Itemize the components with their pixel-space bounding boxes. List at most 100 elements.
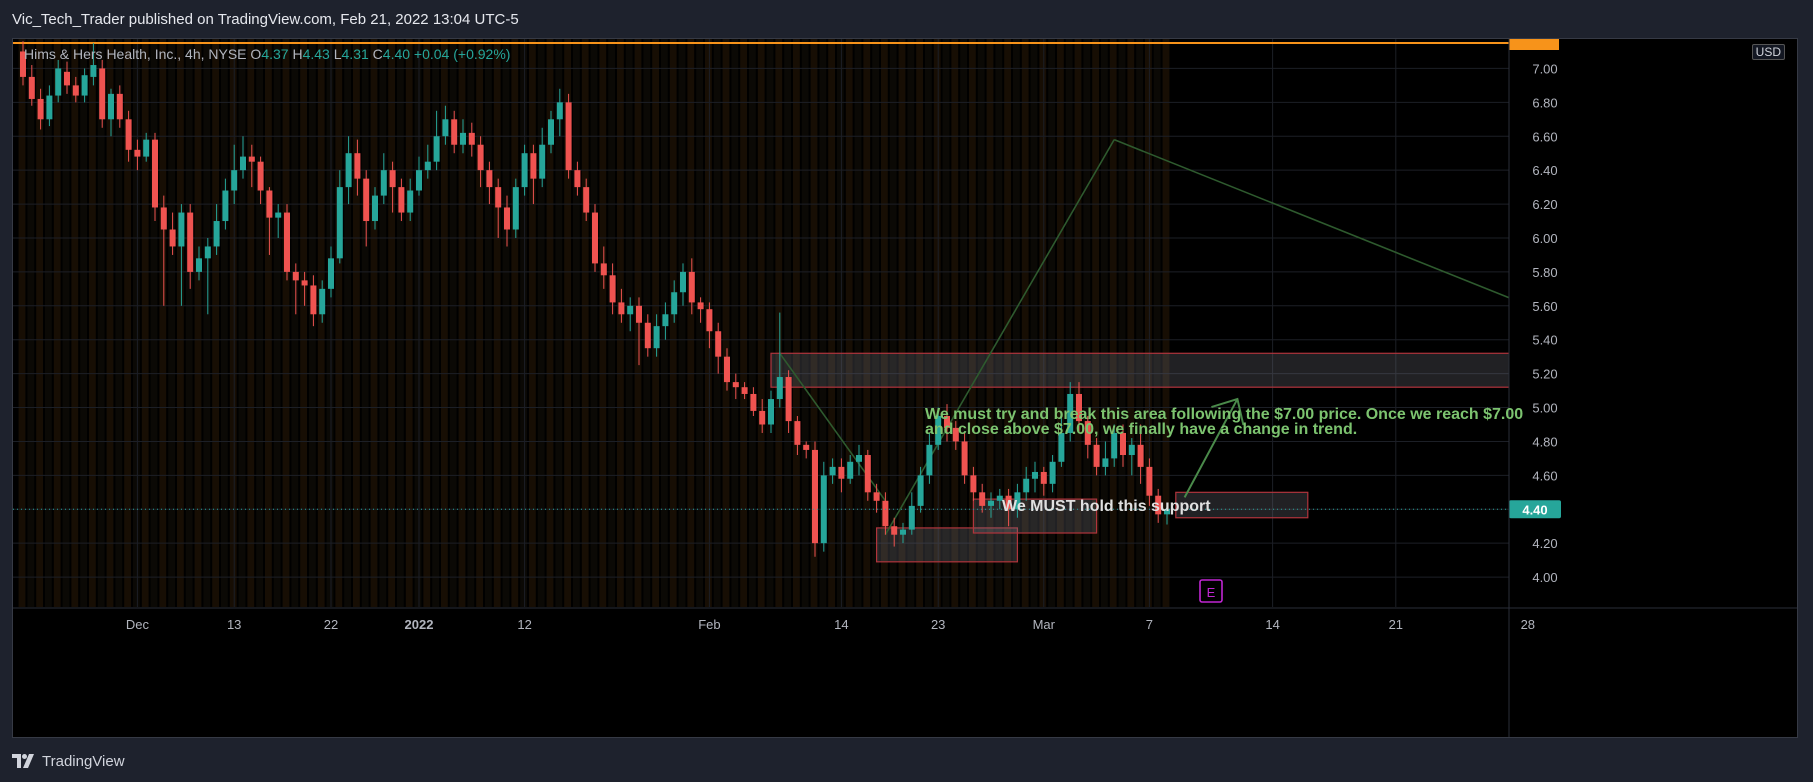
session-shade: [845, 39, 853, 607]
candle-body: [460, 132, 466, 145]
candle-body: [644, 322, 651, 349]
session-shade: [757, 39, 765, 607]
open-value: 4.37: [261, 46, 289, 62]
session-shade: [344, 39, 351, 607]
session-shade: [62, 39, 70, 607]
candle-body: [424, 161, 431, 171]
high-label: H: [292, 46, 303, 62]
chart-panel[interactable]: E 4.00 4.20 4.40 4.60 4.80 5.00 5.20 5.40 5.60 5.8…: [12, 38, 1798, 738]
candle-body: [988, 500, 994, 506]
session-shade: [1092, 39, 1099, 607]
candle-body: [944, 416, 950, 428]
session-shade: [221, 39, 228, 607]
price-tick: 5.40: [1532, 333, 1557, 348]
session-shade: [1136, 39, 1143, 607]
candle-body: [504, 207, 510, 230]
candle-body: [1164, 509, 1170, 515]
candle-body: [284, 212, 290, 272]
session-shade: [97, 39, 105, 607]
session-shade: [309, 39, 316, 607]
candle-body: [803, 444, 810, 450]
session-shade: [916, 39, 923, 607]
candle-body: [935, 416, 942, 445]
candle-body: [222, 190, 229, 222]
candle-body: [72, 85, 79, 96]
session-shade: [784, 39, 791, 607]
candle-body: [812, 449, 818, 544]
candle-body: [81, 75, 88, 96]
session-shade: [89, 39, 96, 607]
candle-body: [495, 187, 502, 208]
candle-body: [1146, 466, 1153, 496]
session-shade: [370, 39, 378, 607]
price-tick: 4.00: [1532, 570, 1557, 585]
session-shade: [1127, 39, 1135, 607]
session-shade: [933, 39, 941, 607]
candle-body: [248, 156, 255, 162]
candle-body: [442, 119, 449, 137]
candle-body: [724, 356, 730, 383]
session-shade: [265, 39, 272, 607]
tradingview-footer[interactable]: TradingView: [12, 751, 125, 771]
session-shade: [150, 39, 158, 607]
candle-body: [134, 149, 141, 157]
session-shade: [71, 39, 79, 607]
session-shade: [1153, 39, 1161, 607]
session-shade: [863, 39, 871, 607]
session-shade: [80, 39, 87, 607]
price-tick: 4.60: [1532, 468, 1557, 483]
candlestick-chart[interactable]: E 4.00 4.20 4.40 4.60 4.80 5.00 5.20 5.40 5.60 5.8…: [13, 39, 1798, 738]
session-shade: [502, 39, 510, 607]
candle-body: [1067, 393, 1074, 433]
candle-body: [90, 65, 97, 77]
resistance-annotation: We must try and break this area followin…: [925, 407, 1523, 438]
candle-body: [891, 526, 898, 535]
session-shade: [1065, 39, 1073, 607]
session-shade: [423, 39, 431, 607]
candle-body: [240, 156, 246, 171]
candle-body: [680, 271, 686, 293]
published-by-text: Vic_Tech_Trader published on TradingView…: [12, 11, 519, 28]
session-shade: [141, 39, 149, 607]
candle-body: [407, 190, 414, 213]
candle-body: [257, 161, 264, 191]
session-shade: [696, 39, 703, 607]
session-shade: [581, 39, 589, 607]
price-tick: 5.60: [1532, 299, 1557, 314]
time-tick: 13: [227, 617, 241, 632]
candle-body: [776, 377, 783, 400]
projection-arrow-head: [1211, 397, 1245, 426]
time-tick: Dec: [126, 617, 150, 632]
candle-body: [64, 71, 70, 86]
candle-body: [55, 68, 62, 96]
candle-body: [187, 212, 194, 272]
candle-body: [266, 190, 273, 218]
candle-body: [292, 271, 299, 281]
session-shade: [687, 39, 695, 607]
session-shade: [247, 39, 255, 607]
candle-body: [1102, 458, 1109, 467]
session-shade: [1021, 39, 1029, 607]
session-shade: [159, 39, 167, 607]
close-label: C: [372, 46, 383, 62]
candle-body: [1005, 495, 1012, 510]
candle-body: [125, 119, 132, 150]
candle-body: [310, 285, 317, 315]
time-tick: 2022: [405, 617, 434, 632]
session-shade: [977, 39, 985, 607]
session-shade: [995, 39, 1003, 607]
session-shade: [590, 39, 598, 607]
session-shade: [335, 39, 343, 607]
session-shade: [1048, 39, 1055, 607]
candle-body: [451, 119, 458, 145]
candle-body: [433, 136, 440, 162]
session-shade: [722, 39, 730, 607]
candle-body: [636, 305, 642, 323]
candle-body: [882, 500, 889, 527]
candle-body: [178, 212, 185, 247]
session-shade: [485, 39, 492, 607]
currency-badge[interactable]: USD: [1751, 44, 1785, 60]
time-tick: 7: [1146, 617, 1153, 632]
candle-body: [653, 326, 660, 349]
session-shade: [449, 39, 457, 607]
